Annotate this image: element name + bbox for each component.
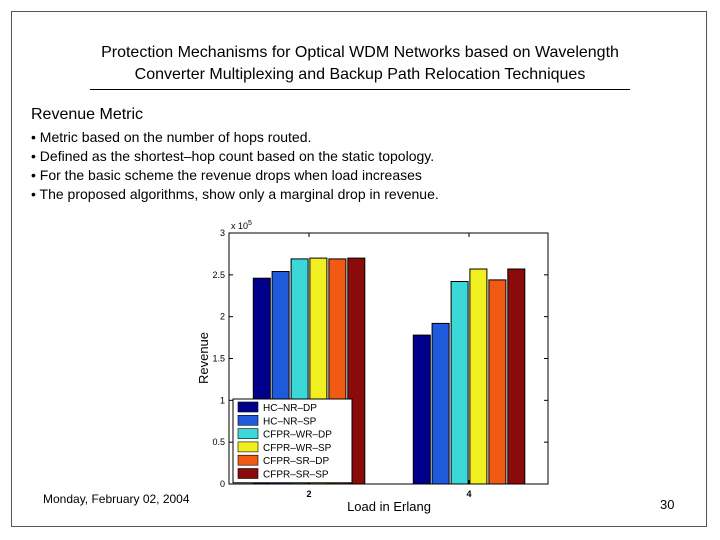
bullet-list: • Metric based on the number of hops rou…	[31, 128, 439, 204]
x-tick-label: 2	[306, 489, 311, 499]
bar-CFPR–SR–DP-4	[488, 279, 507, 485]
bar-CFPR–WR–SP-4	[469, 268, 488, 485]
bullet-item: • Metric based on the number of hops rou…	[31, 129, 312, 145]
bar-CFPR–SR–SP-4	[507, 268, 526, 485]
y-tick-label: 0.5	[212, 437, 225, 447]
bar-HC–NR–SP-4	[431, 322, 450, 485]
bar-CFPR–WR–DP-4	[450, 281, 469, 485]
y-tick-label: 0	[220, 479, 225, 489]
y-scale-multiplier: x 10	[231, 221, 248, 231]
slide-title-line-1: Protection Mechanisms for Optical WDM Ne…	[101, 44, 619, 61]
y-axis-ticks: 0 0.5 1 1.5 2 2.5 3	[212, 228, 548, 489]
y-axis-label: Revenue	[196, 332, 211, 384]
x-axis-label: Load in Erlang	[347, 499, 431, 514]
y-tick-label: 3	[220, 228, 225, 238]
legend-swatch	[237, 468, 259, 479]
slide-date: Monday, February 02, 2004	[43, 492, 190, 506]
legend-swatch	[237, 428, 259, 439]
bullet-item: • The proposed algorithms, show only a m…	[31, 186, 439, 202]
x-tick-label: 4	[466, 489, 471, 499]
bullet-item: • For the basic scheme the revenue drops…	[31, 167, 422, 183]
legend-label: CFPR–WR–DP	[263, 430, 332, 441]
legend-label: CFPR–SR–DP	[263, 456, 329, 467]
slide-title-line-2: Converter Multiplexing and Backup Path R…	[134, 66, 586, 83]
y-tick-label: 1.5	[212, 354, 225, 364]
legend-swatch	[237, 401, 259, 413]
y-tick-label: 1	[220, 395, 225, 405]
slide-frame	[11, 11, 707, 527]
slide-subtitle: Revenue Metric	[31, 106, 144, 123]
y-tick-label: 2	[220, 312, 225, 322]
legend-swatch	[237, 441, 259, 453]
legend-swatch	[237, 454, 259, 466]
page-number: 30	[660, 497, 675, 512]
y-tick-label: 2.5	[212, 270, 225, 280]
legend-label: HC–NR–DP	[263, 403, 317, 414]
bullet-item: • Defined as the shortest–hop count base…	[31, 148, 435, 164]
legend-label: HC–NR–SP	[263, 416, 317, 427]
legend-label: CFPR–WR–SP	[263, 443, 332, 454]
bar-HC–NR–DP-4	[412, 334, 431, 485]
y-scale-label: x 105	[231, 220, 252, 231]
y-scale-exponent: 5	[248, 220, 252, 227]
legend-swatch	[237, 414, 259, 426]
chart-legend: HC–NR–DP HC–NR–SP CFPR–WR–DP CFPR–WR–SP CFPR…	[232, 398, 353, 484]
slide-title: Protection Mechanisms for Optical WDM Ne…	[40, 42, 680, 86]
title-underline	[90, 89, 630, 90]
legend-label: CFPR–SR–SP	[263, 470, 329, 481]
